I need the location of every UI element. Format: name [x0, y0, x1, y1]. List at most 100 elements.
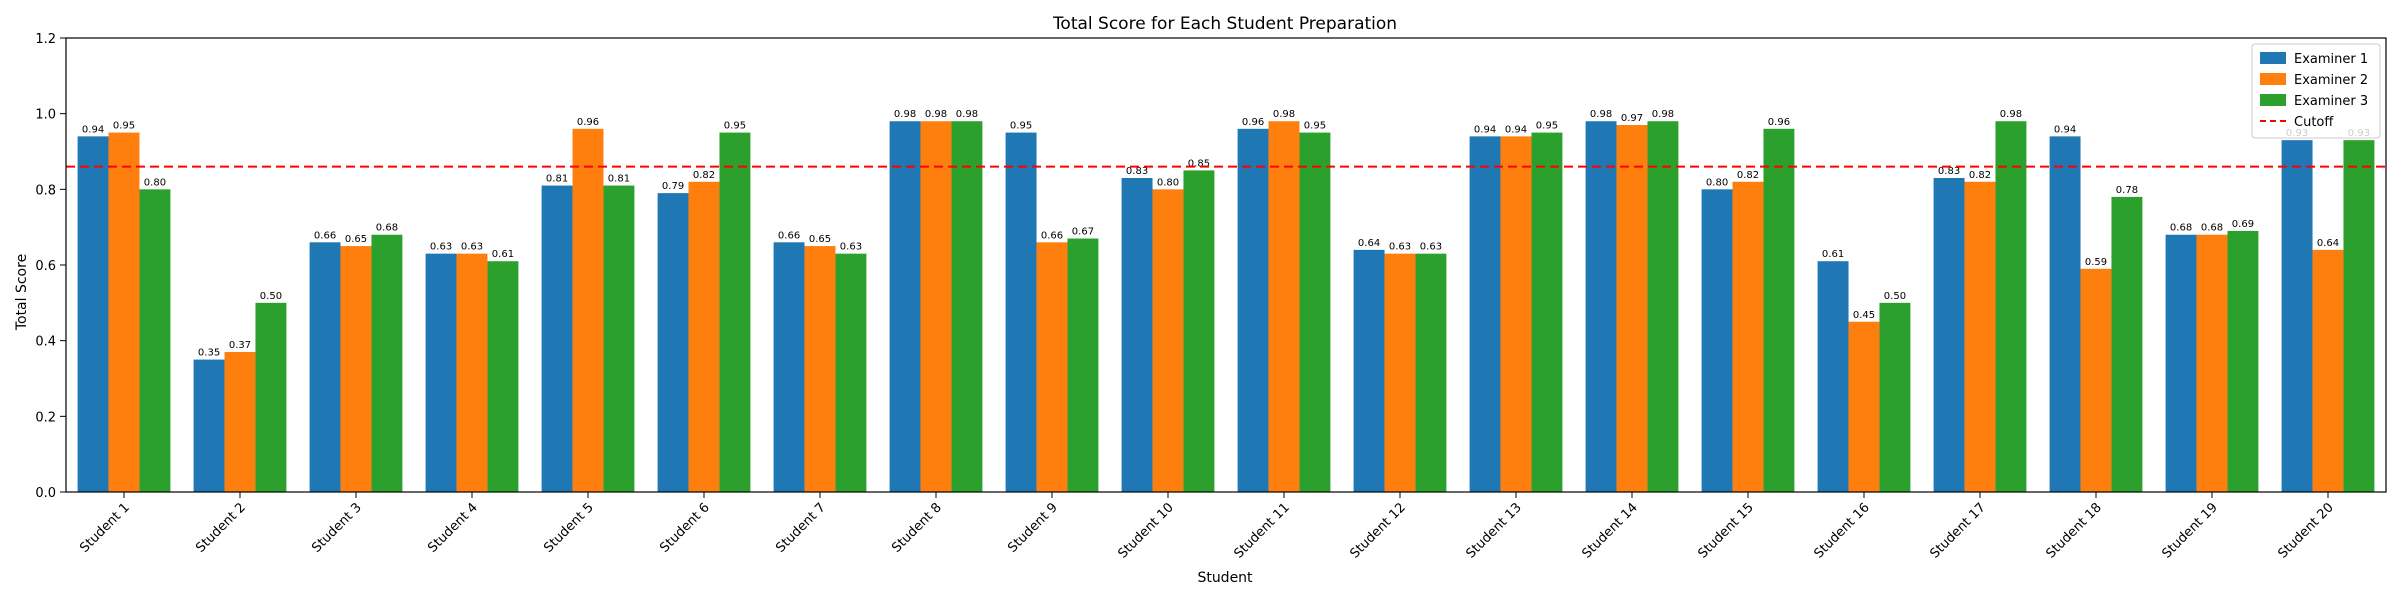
x-tick-label: Student 12	[1347, 500, 1408, 561]
bar	[1763, 128, 1795, 493]
x-tick-label: Student 20	[2275, 500, 2336, 561]
y-tick-label: 0.4	[35, 335, 56, 350]
legend-label: Examiner 3	[2294, 94, 2368, 109]
bar-value-label: 0.96	[577, 117, 599, 128]
bar-value-label: 0.80	[144, 177, 166, 188]
bar-value-label: 0.98	[2000, 109, 2022, 120]
bar	[2111, 196, 2143, 492]
bar-value-label: 0.94	[2054, 124, 2076, 135]
bar	[139, 189, 171, 493]
bar-value-label: 0.63	[1420, 242, 1442, 253]
bar	[1817, 261, 1849, 492]
bar-value-label: 0.98	[1590, 109, 1612, 120]
x-tick-label: Student 18	[2043, 500, 2104, 561]
bar	[1531, 132, 1563, 493]
bar	[1384, 253, 1416, 492]
x-tick-label: Student 8	[889, 500, 945, 556]
x-tick-label: Student 15	[1695, 500, 1756, 561]
bar	[1469, 136, 1501, 492]
y-tick-label: 0.0	[35, 486, 56, 501]
bar	[1500, 136, 1532, 492]
bar	[773, 242, 805, 492]
bar	[1964, 181, 1996, 492]
bar	[920, 121, 952, 492]
bar	[108, 132, 140, 493]
bar	[425, 253, 457, 492]
bar	[1183, 170, 1215, 492]
y-tick-label: 1.0	[35, 108, 56, 123]
x-tick-label: Student 2	[193, 500, 249, 556]
bar-value-label: 0.80	[1157, 177, 1179, 188]
bar-value-label: 0.98	[1273, 109, 1295, 120]
x-tick-label: Student 10	[1115, 500, 1176, 561]
bar-value-label: 0.35	[198, 348, 220, 359]
bar-value-label: 0.59	[2085, 257, 2107, 268]
x-tick-label: Student 1	[77, 500, 133, 556]
x-tick-label: Student 11	[1231, 500, 1292, 561]
bar	[657, 193, 689, 492]
bar	[1237, 128, 1269, 493]
bar	[603, 185, 635, 493]
bar	[456, 253, 488, 492]
bar	[1121, 177, 1153, 492]
legend-swatch	[2260, 52, 2286, 64]
bar-value-label: 0.95	[1010, 121, 1032, 132]
bar-value-label: 0.64	[2317, 238, 2339, 249]
bar-value-label: 0.69	[2232, 219, 2254, 230]
bar-value-label: 0.50	[1884, 291, 1906, 302]
bar	[2281, 140, 2313, 492]
bar	[1732, 181, 1764, 492]
bar-value-label: 0.63	[461, 242, 483, 253]
legend: Examiner 1 Examiner 2 Examiner 3 Cutoff	[2251, 43, 2381, 139]
bar-value-label: 0.97	[1621, 113, 1643, 124]
bar	[1353, 249, 1385, 492]
x-tick-label: Student 9	[1005, 500, 1061, 556]
bar	[541, 185, 573, 493]
bar-value-label: 0.66	[314, 230, 336, 241]
bar	[224, 352, 256, 492]
bar-value-label: 0.66	[1041, 230, 1063, 241]
bar	[371, 234, 403, 492]
bar-value-label: 0.67	[1072, 227, 1094, 238]
bar-value-label: 0.83	[1126, 166, 1148, 177]
bar	[1152, 189, 1184, 493]
bar-value-label: 0.98	[1652, 109, 1674, 120]
bar	[340, 246, 372, 492]
bar-value-label: 0.95	[724, 121, 746, 132]
x-tick-label: Student 14	[1579, 500, 1640, 561]
bar-value-label: 0.94	[1474, 124, 1496, 135]
bar	[2049, 136, 2081, 492]
y-tick-label: 0.8	[35, 183, 56, 198]
bar	[2080, 268, 2112, 492]
bar	[1268, 121, 1300, 492]
bar	[688, 181, 720, 492]
bar	[804, 246, 836, 492]
legend-swatch	[2260, 73, 2286, 85]
bar	[1415, 253, 1447, 492]
bar	[2312, 249, 2344, 492]
bar	[1036, 242, 1068, 492]
bar	[889, 121, 921, 492]
bar	[1848, 321, 1880, 492]
legend-label: Examiner 1	[2294, 52, 2368, 67]
y-tick-label: 0.6	[35, 259, 56, 274]
bar	[193, 359, 225, 492]
x-tick-label: Student 7	[773, 500, 829, 556]
bar-value-label: 0.83	[1938, 166, 1960, 177]
bar	[1005, 132, 1037, 493]
bar	[2165, 234, 2197, 492]
bar	[2227, 230, 2259, 492]
bar-value-label: 0.85	[1188, 158, 1210, 169]
bar	[77, 136, 109, 492]
x-tick-label: Student 3	[309, 500, 365, 556]
x-tick-label: Student 13	[1463, 500, 1524, 561]
x-tick-label: Student 19	[2159, 500, 2220, 561]
bar-value-label: 0.81	[608, 174, 630, 185]
bar	[1879, 302, 1911, 492]
y-axis-label: Total Score	[14, 254, 30, 331]
bar-value-label: 0.61	[492, 249, 514, 260]
bar-value-label: 0.82	[1737, 170, 1759, 181]
bar-value-label: 0.96	[1768, 117, 1790, 128]
bar-value-label: 0.82	[693, 170, 715, 181]
